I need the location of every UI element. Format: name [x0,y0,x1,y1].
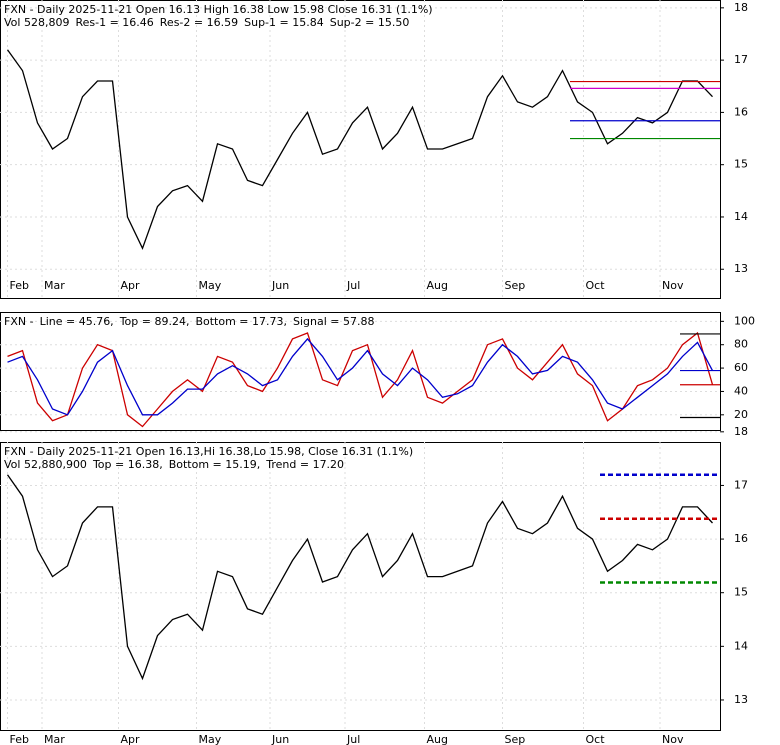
x-tick-label: May [199,279,222,292]
legend-label: Top = 89.24, [119,315,190,328]
y-tick-label: 60 [734,361,748,374]
x-tick-label: Aug [427,279,448,292]
legend-label: Res-1 = 16.46 [75,16,153,29]
x-tick-label: Apr [121,279,141,292]
x-tick-label: Oct [586,279,606,292]
y-tick-label: 14 [734,639,748,652]
price-line [7,337,714,416]
y-tick-label: 15 [734,586,748,599]
legend-label: Trend = 17.20 [265,458,344,471]
x-tick-label: May [199,733,222,745]
legend-label: Vol 52,880,900 [4,458,87,471]
x-tick-label: Jul [346,733,360,745]
y-tick-label: 13 [734,262,748,275]
x-tick-label: Feb [10,279,29,292]
y-tick-label: 20 [734,408,748,421]
x-tick-label: Jun [271,279,289,292]
y-tick-label: 16 [734,532,748,545]
y-tick-label: 13 [734,693,748,706]
x-tick-label: Oct [586,733,606,745]
price-line [6,474,713,681]
y-tick-label: 80 [734,338,748,351]
y-tick-label: 14 [734,210,748,223]
x-tick-label: Jul [346,279,360,292]
y-tick-label: 16 [734,105,748,118]
x-tick-label: Nov [662,733,684,745]
x-tick-label: Mar [44,733,65,745]
legend-label: Sup-2 = 15.50 [330,16,410,29]
y-tick-label: 15 [734,158,748,171]
panel-frame [0,0,721,299]
panel-title: FXN - Daily 2025-11-21 Open 16.13 High 1… [4,3,433,16]
price-line [7,331,714,428]
x-tick-label: Jun [271,733,289,745]
panel-title: FXN - Daily 2025-11-21 Open 16.13,Hi 16.… [4,445,413,458]
panel-frame [0,312,721,431]
y-tick-label: 18 [734,425,748,438]
x-tick-label: Apr [121,733,141,745]
x-tick-label: Feb [10,733,29,745]
y-tick-label: 17 [734,478,748,491]
x-tick-label: Aug [427,733,448,745]
panel-title: FXN - [4,315,34,328]
x-tick-label: Mar [44,279,65,292]
x-tick-label: Nov [662,279,684,292]
legend-label: Bottom = 17.73, [195,315,287,328]
legend-label: Line = 45.76, [40,315,114,328]
legend-label: Res-2 = 16.59 [160,16,238,29]
y-tick-label: 40 [734,384,748,397]
legend-label: Signal = 57.88 [293,315,375,328]
legend-label: Bottom = 15.19, [169,458,261,471]
y-tick-label: 100 [734,314,755,327]
legend-label: Top = 16.38, [92,458,163,471]
x-tick-label: Sep [505,733,526,745]
y-tick-label: 18 [734,1,748,14]
x-tick-label: Sep [505,279,526,292]
y-tick-label: 17 [734,53,748,66]
legend-label: Sup-1 = 15.84 [244,16,324,29]
price-line [6,49,713,250]
legend-label: Vol 528,809 [4,16,69,29]
